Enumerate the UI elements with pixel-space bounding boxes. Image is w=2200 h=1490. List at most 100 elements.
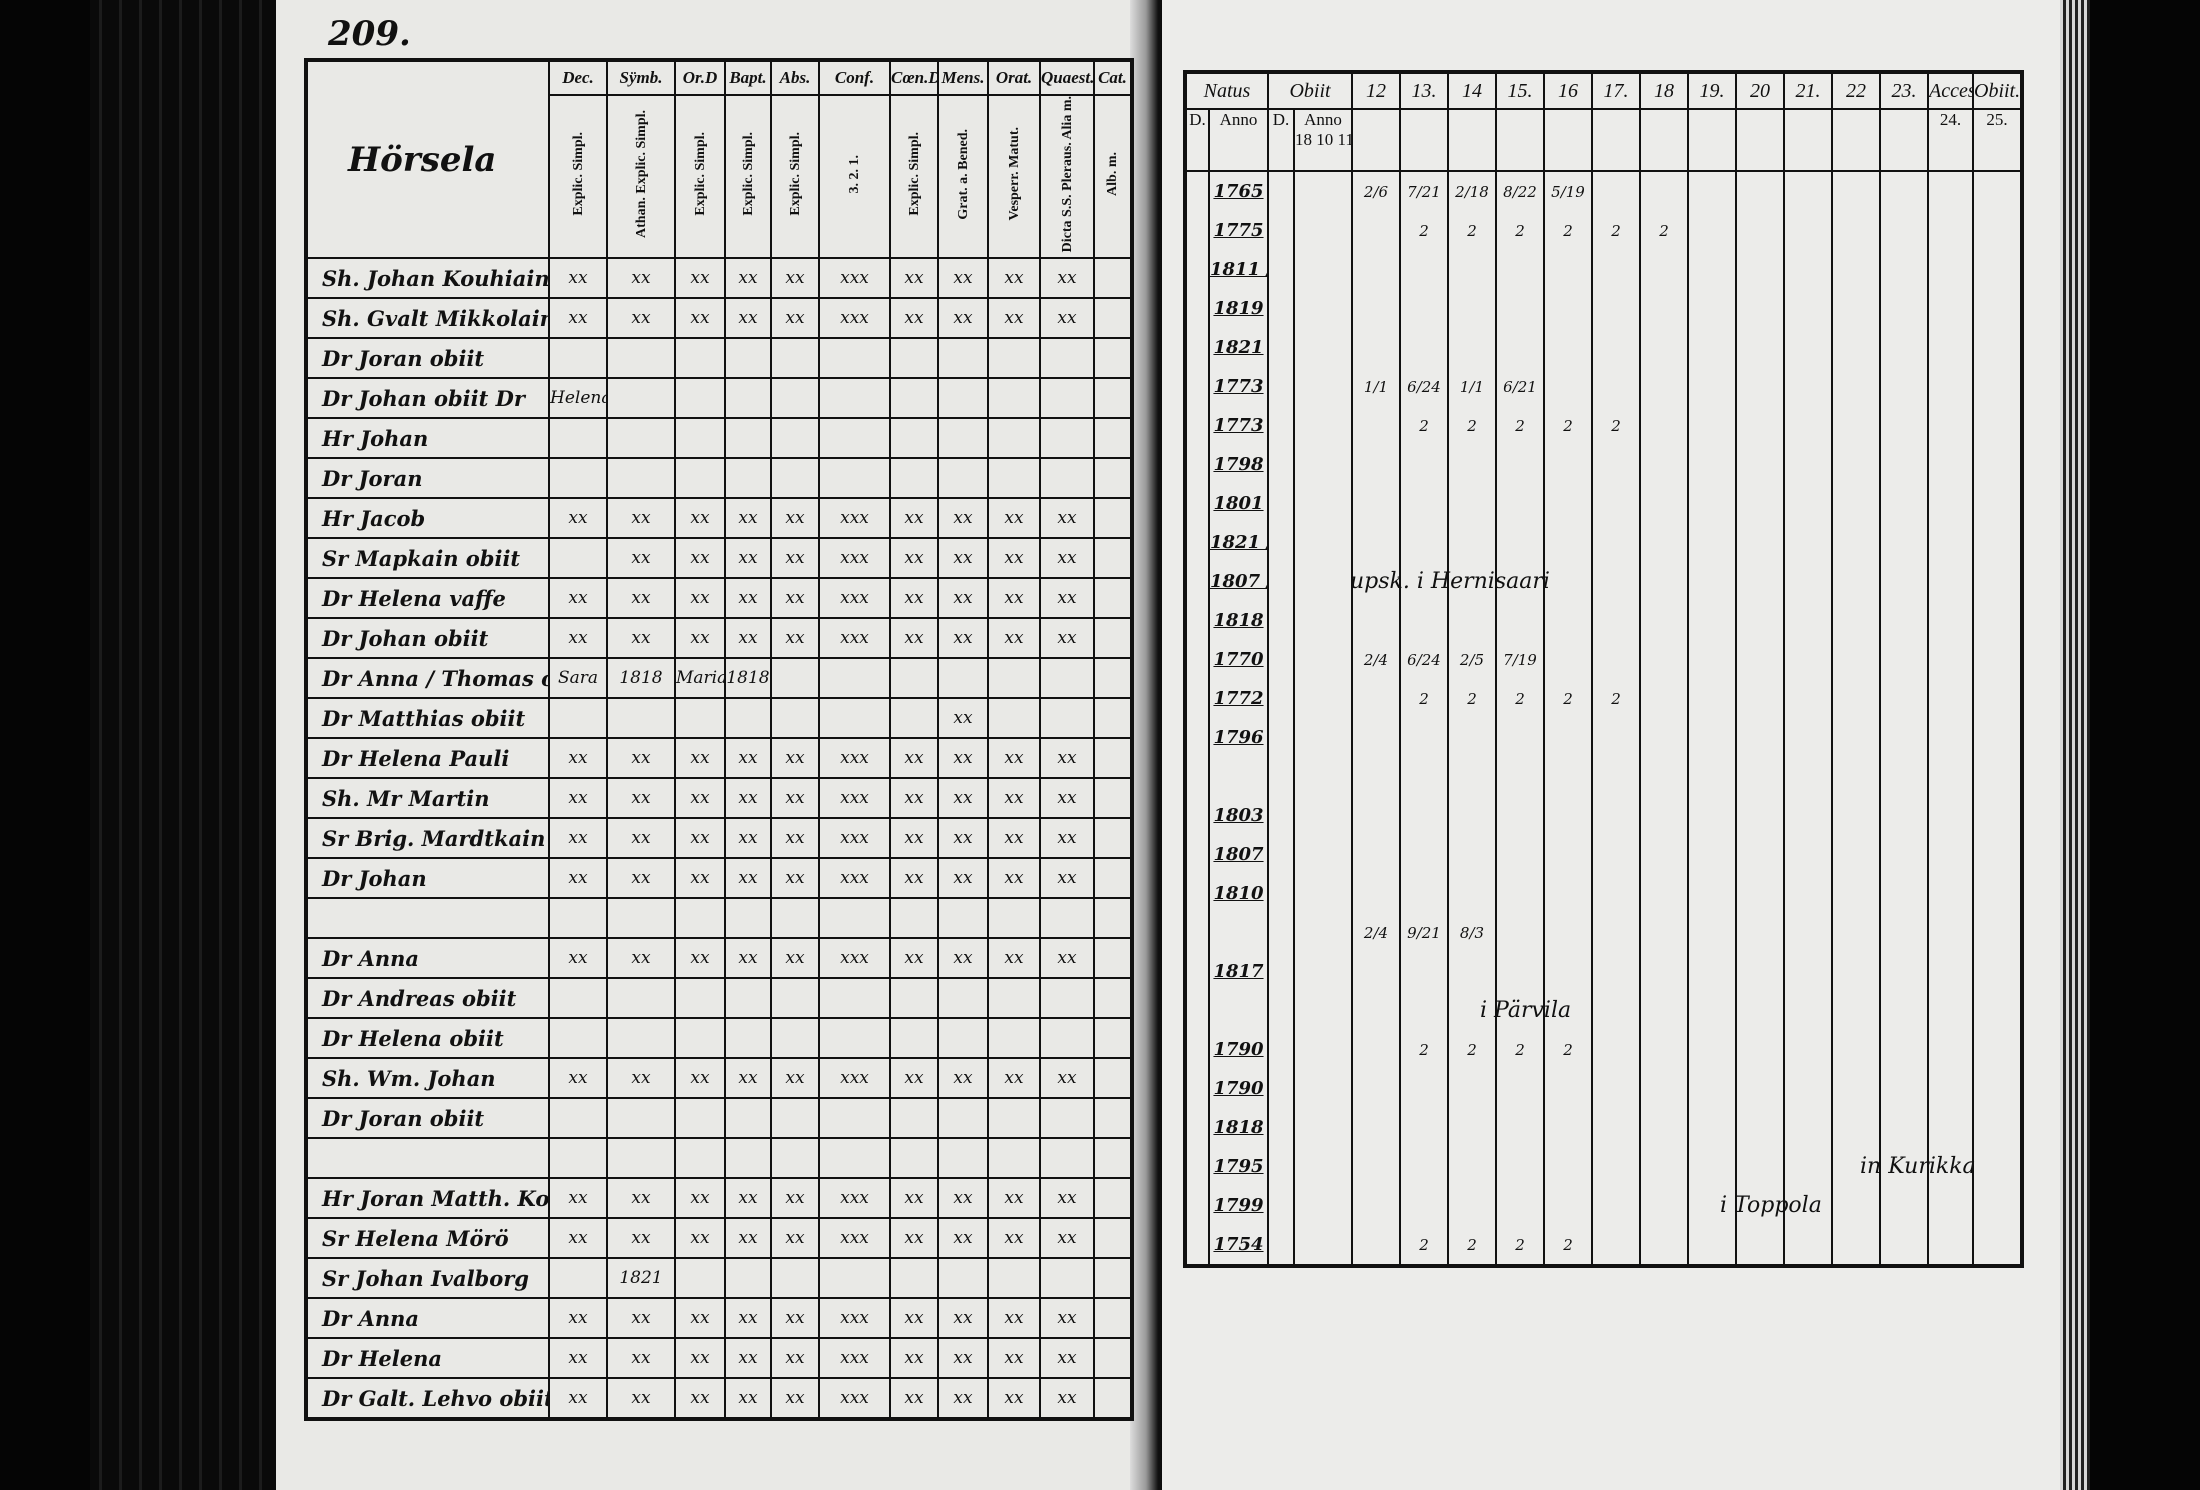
year-mark bbox=[1735, 289, 1785, 328]
person-name: Dr Johan obiit bbox=[305, 618, 550, 660]
year-mark bbox=[1687, 250, 1737, 289]
mark-cell: xx bbox=[674, 1378, 726, 1421]
mark-cell: xx bbox=[889, 818, 939, 860]
year-mark bbox=[1447, 289, 1497, 328]
year-mark bbox=[1639, 679, 1689, 718]
birth-year: 1754 bbox=[1208, 1225, 1269, 1266]
year-mark bbox=[1831, 328, 1881, 367]
year-mark bbox=[1639, 1225, 1689, 1266]
year-mark bbox=[1735, 406, 1785, 445]
mark-cell: xx bbox=[889, 1058, 939, 1100]
year-mark bbox=[1399, 328, 1449, 367]
mark-cell: xx bbox=[606, 1338, 676, 1380]
mark-cell bbox=[889, 378, 939, 420]
birth-day bbox=[1184, 250, 1210, 289]
mark-cell: xx bbox=[889, 258, 939, 300]
column-header: Cat. bbox=[1093, 59, 1133, 96]
year-mark bbox=[1735, 679, 1785, 718]
year-mark: 2/18 bbox=[1447, 171, 1497, 211]
year-mark: 2 bbox=[1495, 679, 1545, 718]
year-mark bbox=[1495, 1069, 1545, 1108]
year-mark: 2/4 bbox=[1351, 913, 1401, 952]
mark-cell: xx bbox=[770, 1338, 820, 1380]
year-mark bbox=[1687, 171, 1737, 211]
year-mark bbox=[1735, 367, 1785, 406]
year-mark bbox=[1495, 952, 1545, 991]
mark-cell bbox=[1093, 1058, 1133, 1100]
birth-day bbox=[1184, 835, 1210, 874]
mark-cell: xx bbox=[889, 938, 939, 980]
obiit-mark bbox=[1972, 1030, 2023, 1069]
year-mark bbox=[1447, 445, 1497, 484]
mark-cell bbox=[724, 1098, 772, 1140]
mark-cell: xx bbox=[770, 818, 820, 860]
mark-cell bbox=[1039, 418, 1095, 460]
mark-cell: xx bbox=[1039, 538, 1095, 580]
year-mark bbox=[1831, 484, 1881, 523]
year-subcolumn bbox=[1639, 108, 1689, 172]
year-mark bbox=[1879, 601, 1929, 640]
table-row bbox=[1184, 757, 2023, 796]
year-mark bbox=[1591, 1030, 1641, 1069]
acces-mark bbox=[1927, 171, 1974, 211]
column-header: Bapt. bbox=[724, 59, 772, 96]
column-header: Or.D bbox=[674, 59, 726, 96]
birth-year: 1775 bbox=[1208, 211, 1269, 250]
acces-mark bbox=[1927, 835, 1974, 874]
acces-mark bbox=[1927, 796, 1974, 835]
mark-cell: xxx bbox=[818, 298, 891, 340]
year-mark bbox=[1783, 1108, 1833, 1147]
birth-day bbox=[1184, 445, 1210, 484]
column-header: Orat. bbox=[987, 59, 1041, 96]
year-mark bbox=[1687, 1225, 1737, 1266]
table-row: 1775 2 2 2 2 2 2 bbox=[1184, 211, 2023, 250]
year-mark: 7/21 bbox=[1399, 171, 1449, 211]
mark-cell bbox=[937, 658, 989, 700]
mark-cell bbox=[1093, 938, 1133, 980]
year-mark bbox=[1447, 796, 1497, 835]
mark-cell: xx bbox=[1039, 1218, 1095, 1260]
year-mark bbox=[1687, 991, 1737, 1030]
mark-cell bbox=[1093, 378, 1133, 420]
death-day bbox=[1267, 562, 1295, 601]
year-mark bbox=[1639, 445, 1689, 484]
death-year bbox=[1293, 562, 1353, 601]
mark-cell: xx bbox=[987, 538, 1041, 580]
mark-cell bbox=[1039, 658, 1095, 700]
mark-cell: xx bbox=[987, 618, 1041, 660]
mark-cell: xx bbox=[770, 778, 820, 820]
mark-cell: xx bbox=[548, 858, 608, 900]
mark-cell: xx bbox=[770, 738, 820, 780]
mark-cell: xx bbox=[674, 818, 726, 860]
person-name: Dr Johan obiit Dr bbox=[305, 378, 550, 420]
mark-cell bbox=[818, 658, 891, 700]
mark-cell: xx bbox=[1039, 578, 1095, 620]
year-mark bbox=[1639, 1186, 1689, 1225]
year-mark bbox=[1735, 1186, 1785, 1225]
mark-cell bbox=[548, 1138, 608, 1180]
death-year bbox=[1293, 913, 1353, 952]
obiit-mark bbox=[1972, 952, 2023, 991]
year-mark bbox=[1351, 601, 1401, 640]
column-subheader: D. bbox=[1267, 108, 1295, 172]
mark-cell bbox=[1093, 1218, 1133, 1260]
table-row: 1817 bbox=[1184, 952, 2023, 991]
year-mark bbox=[1831, 562, 1881, 601]
year-mark bbox=[1639, 952, 1689, 991]
birth-day bbox=[1184, 640, 1210, 679]
year-mark bbox=[1783, 991, 1833, 1030]
year-mark bbox=[1687, 718, 1737, 757]
year-mark bbox=[1831, 1147, 1881, 1186]
year-mark bbox=[1639, 601, 1689, 640]
death-year bbox=[1293, 406, 1353, 445]
year-mark bbox=[1687, 289, 1737, 328]
death-day bbox=[1267, 1186, 1295, 1225]
birth-year bbox=[1208, 757, 1269, 796]
mark-cell bbox=[937, 978, 989, 1020]
mark-cell: xxx bbox=[818, 938, 891, 980]
person-name: Hr Joran Matth. Kofja bbox=[305, 1178, 550, 1220]
year-mark bbox=[1735, 952, 1785, 991]
acces-mark bbox=[1927, 874, 1974, 913]
person-name: Dr Joran bbox=[305, 458, 550, 500]
table-row: 1818 bbox=[1184, 601, 2023, 640]
